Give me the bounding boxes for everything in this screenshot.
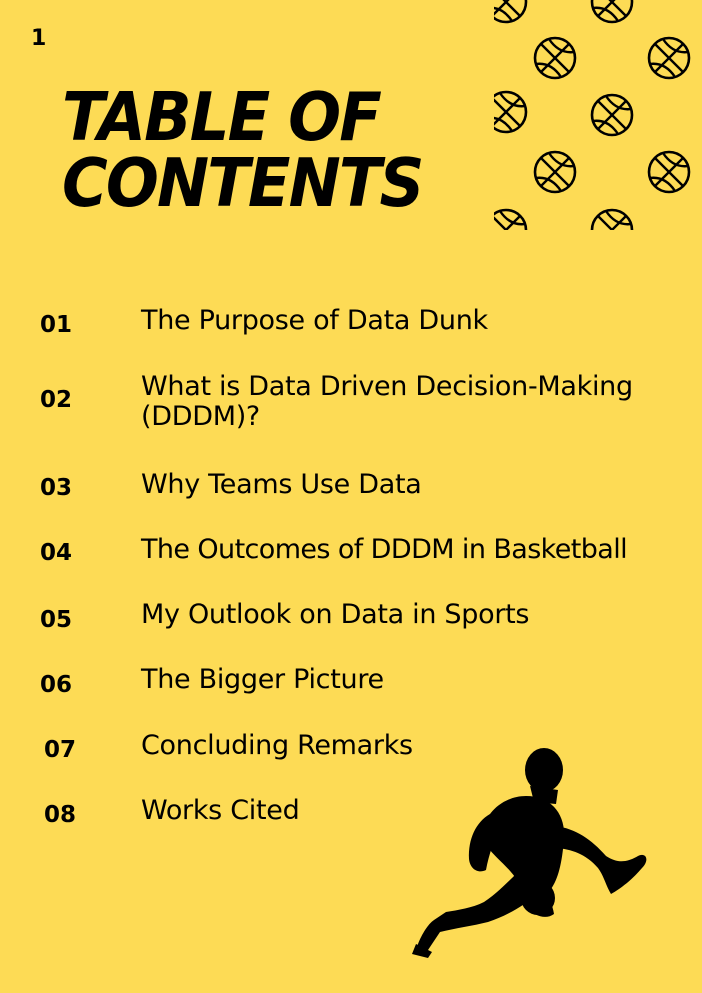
toc-entry-title: The Outcomes of DDDM in Basketball	[141, 534, 628, 565]
toc-entry-title: The Bigger Picture	[141, 664, 384, 695]
title-line-2: CONTENTS	[62, 144, 424, 222]
toc-entry-number: 08	[44, 802, 77, 828]
title-line-1: TABLE OF	[62, 78, 382, 156]
toc-entry-number: 01	[40, 312, 73, 338]
basketball-icon	[533, 36, 577, 80]
toc-entry-title: Works Cited	[141, 795, 300, 826]
basketball-player-silhouette	[412, 748, 647, 958]
toc-entry-number: 04	[40, 540, 73, 566]
basketball-icon	[590, 208, 634, 230]
toc-entry-title: Concluding Remarks	[141, 730, 413, 761]
toc-entry-number: 03	[40, 475, 73, 501]
toc-entry-title: Why Teams Use Data	[141, 469, 422, 500]
basketball-icon	[494, 90, 528, 134]
toc-entry-number: 05	[40, 607, 73, 633]
basketball-icon	[647, 150, 691, 194]
page-title: TABLE OF CONTENTS	[62, 78, 453, 222]
basketball-icon	[590, 93, 634, 137]
toc-entry-number: 07	[44, 737, 77, 763]
toc-entry-title: My Outlook on Data in Sports	[141, 599, 530, 630]
page-number: 1	[31, 26, 47, 51]
toc-entry-number: 02	[40, 387, 73, 413]
basketball-pattern	[494, 0, 691, 230]
basketball-icon	[533, 150, 577, 194]
toc-entry-number: 06	[40, 672, 73, 698]
basketball-icon	[494, 0, 528, 24]
toc-entry-title: What is Data Driven Decision-Making (DDD…	[141, 371, 633, 432]
basketball-icon	[647, 36, 691, 80]
basketball-icon	[494, 208, 528, 230]
toc-entry-title: The Purpose of Data Dunk	[141, 305, 488, 336]
basketball-icon	[590, 0, 634, 24]
